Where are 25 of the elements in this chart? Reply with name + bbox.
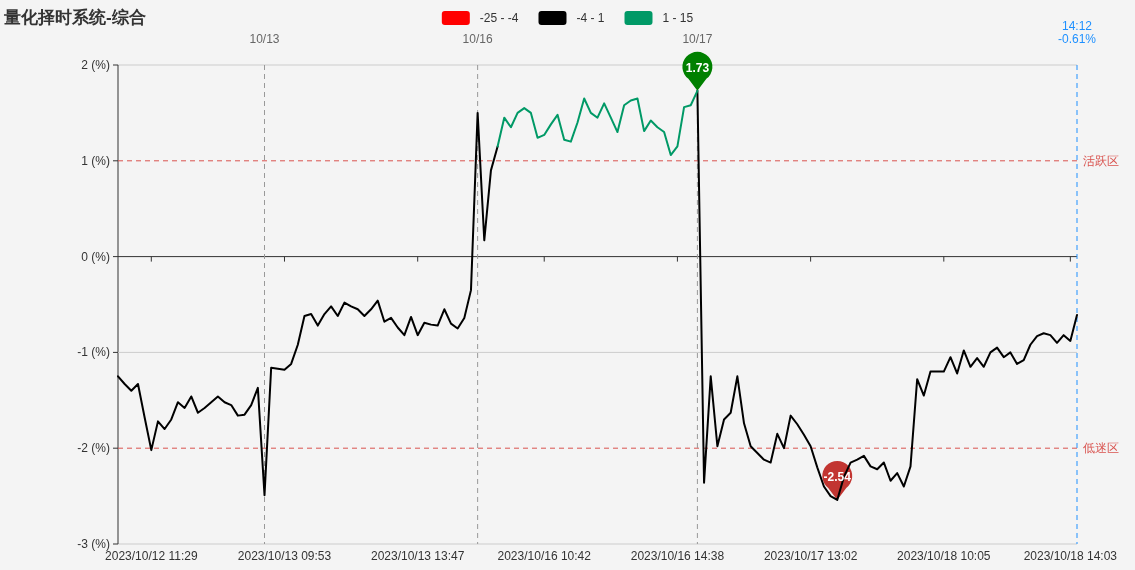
y-tick-label: 1 (%) — [81, 153, 110, 168]
y-tick-label: -2 (%) — [77, 441, 110, 456]
x-tick-label: 2023/10/16 14:38 — [630, 549, 725, 563]
x-tick-label: 2023/10/16 10:42 — [497, 549, 592, 563]
text: 10/17 — [682, 32, 713, 46]
y-tick-label: 0 (%) — [81, 249, 110, 264]
ref-line-label: 活跃区 — [1083, 153, 1119, 168]
text: 10/13 — [249, 32, 280, 46]
legend-label: -4 - 1 — [576, 11, 605, 25]
x-tick-label: 2023/10/12 11:29 — [105, 549, 198, 563]
x-tick-label: 2023/10/17 13:02 — [763, 549, 858, 563]
annotation: 1.73 — [685, 60, 710, 75]
legend-label: 1 - 15 — [662, 11, 694, 25]
chart-title: 量化择时系统-综合 — [3, 8, 146, 27]
ref-line-label: 低迷区 — [1083, 441, 1119, 456]
text: 10/16 — [462, 32, 493, 46]
x-tick-label: 2023/10/18 14:03 — [1023, 549, 1118, 563]
x-tick-label: 2023/10/13 09:53 — [237, 549, 332, 563]
x-tick-label: 2023/10/18 10:05 — [897, 549, 991, 563]
text: 14:12 -0.61% — [1057, 19, 1097, 46]
x-tick-label: 2023/10/13 13:47 — [370, 549, 465, 563]
y-tick-label: 2 (%) — [81, 58, 110, 72]
y-tick-label: -3 (%) — [77, 537, 110, 551]
legend-label: -25 - -4 — [479, 11, 519, 25]
y-tick-label: -1 (%) — [77, 345, 110, 360]
